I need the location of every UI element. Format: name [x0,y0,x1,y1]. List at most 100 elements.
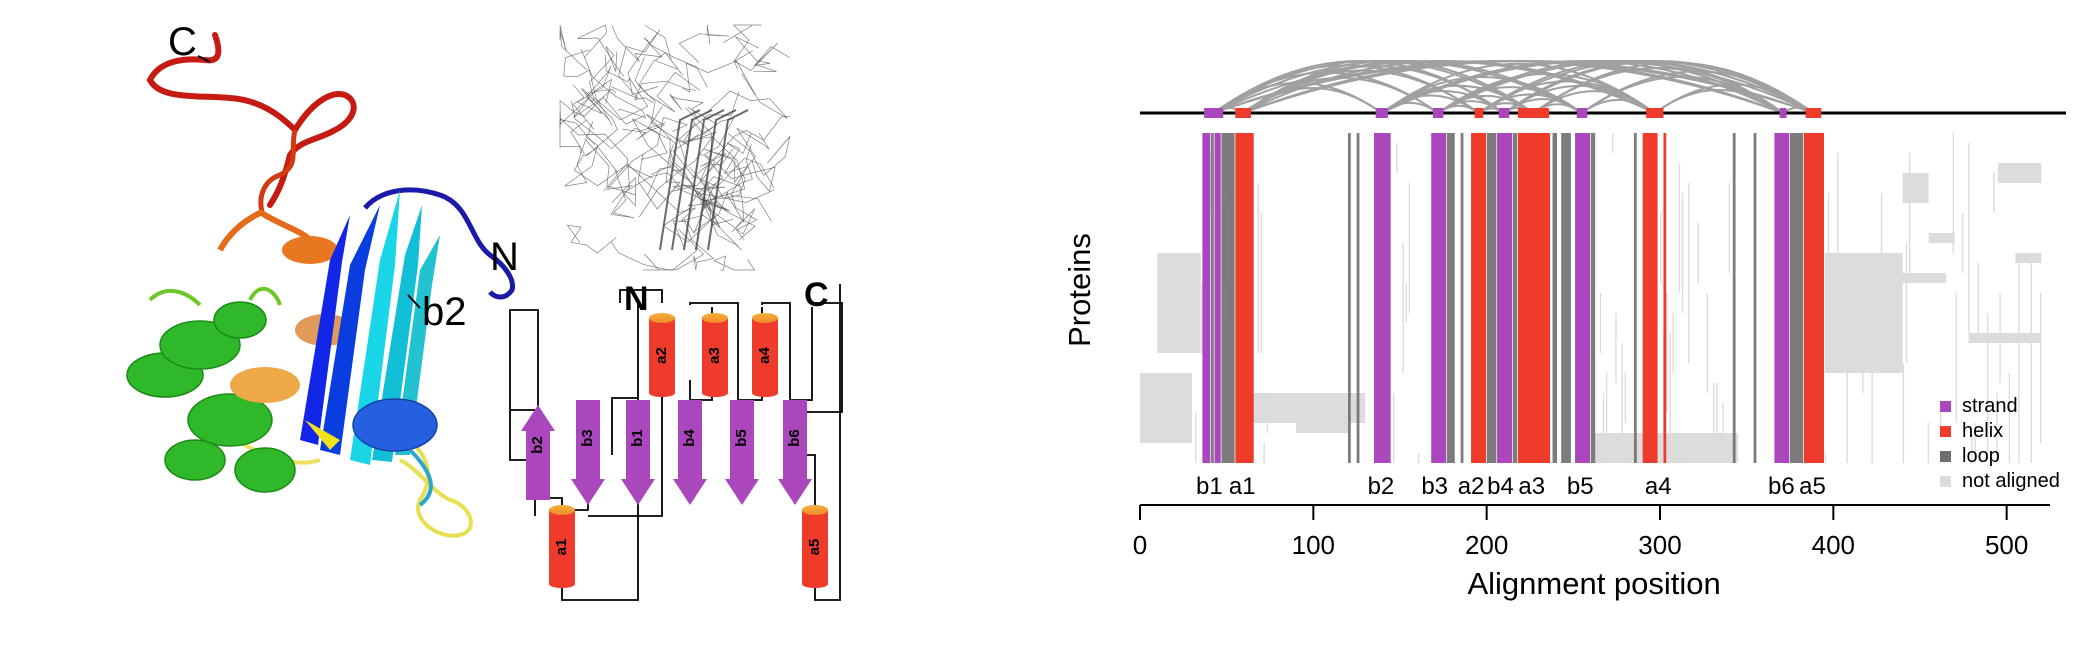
not-aligned-cell [1871,313,1873,463]
track-segment-strand [1375,108,1388,118]
contact-arc [1654,83,1814,114]
superposition-trace [639,91,740,218]
legend-label: strand [1962,395,2018,417]
superposition-trace [564,137,598,187]
superposition-trace [631,117,673,175]
not-aligned-cell [1824,453,1827,463]
not-aligned-block [1968,333,2042,343]
alignment-column-loop [1460,133,1464,463]
alignment-column-loop [1356,133,1360,463]
alignment-column-strand [1374,133,1391,463]
not-aligned-cell [1257,183,1259,353]
segment-label-b4: b4 [1487,473,1514,500]
superposition-strand-trace [671,109,713,251]
x-tick-label: 500 [1985,530,2028,560]
superposition-trace [606,116,689,190]
topology-strand-b5 [725,400,759,505]
not-aligned-block [1998,163,2042,183]
y-axis-label: Proteins [1062,233,1097,347]
yellow-loop [389,428,473,538]
segment-label-a5: a5 [1799,473,1826,500]
topology-strand-label: b6 [786,429,803,447]
topology-helix-label: a3 [706,347,723,364]
not-aligned-cell [1672,313,1674,373]
alignment-column-loop [1590,133,1596,463]
alignment-column-loop [1486,133,1497,463]
legend-swatch [1940,401,1951,412]
not-aligned-cell [1977,263,1979,333]
segment-label-a4: a4 [1645,473,1672,500]
superposition-trace [723,24,762,63]
not-aligned-cell [1681,193,1684,313]
legend-swatch [1940,451,1951,462]
not-aligned-cell [1952,133,1954,253]
superposition-trace [559,119,595,154]
not-aligned-cell [1713,383,1715,463]
superposition-trace [734,127,770,184]
segment-label-a1: a1 [1229,473,1256,500]
not-aligned-block [1616,453,1660,463]
not-aligned-cell [1624,373,1627,423]
superposition-trace [573,78,644,125]
not-aligned-block [1902,173,1929,203]
superposition-trace [690,118,735,156]
not-aligned-cell [1716,383,1718,463]
legend-label: loop [1962,445,2000,467]
alignment-column-strand [1774,133,1790,463]
not-aligned-cell [1408,183,1411,313]
alignment-columns [1202,133,1824,463]
superposition-trace [566,224,617,254]
superposition-trace [563,49,613,126]
not-aligned-cell [1605,373,1608,453]
track-segment-helix [1474,108,1484,118]
alignment-column-helix [1663,133,1667,463]
not-aligned-block [1140,373,1192,443]
topology-diagram: b2 b3 b1 b4 b5 b6 a2 a3 a4 a1 a5 N C [509,276,843,601]
not-aligned-cell [2030,253,2032,463]
not-aligned-cell [2039,293,2042,443]
superposition-trace [683,123,746,204]
legend: strand helix loop not aligned [1940,395,2060,492]
protein-ribbon-structure: C N b2 [126,20,519,538]
topology-strand-label: b4 [681,429,698,447]
topology-strand-label: b3 [579,429,596,447]
blue-helix-right [352,398,438,452]
not-aligned-cell [1996,393,1998,463]
structure-n-terminus: N [490,235,519,279]
superposition-trace [643,247,697,271]
not-aligned-cell [1393,393,1395,463]
superposition-trace [735,36,790,66]
not-aligned-cell [1908,153,1911,273]
superposition-trace [582,88,619,173]
x-tick-label: 400 [1812,530,1855,560]
alignment-column-loop [1790,133,1804,463]
green-helices [126,301,296,493]
contact-arc [1242,60,1583,114]
x-axis-label: Alignment position [1467,566,1720,601]
not-aligned-cell [1688,183,1690,363]
alignment-column-helix [1471,133,1486,463]
legend-swatch [1940,476,1951,487]
superposition-trace [644,24,684,76]
superposition-trace [584,121,636,196]
x-tick-label: 0 [1133,530,1147,560]
superposition-trace [681,60,756,95]
not-aligned-cell [1195,413,1197,463]
topology-c-terminus: C [804,276,829,314]
helix-bottom-cap [752,389,778,397]
track-segment-strand [1204,108,1224,118]
alignment-column-helix [1642,133,1658,463]
superposition-trace [683,218,715,271]
green-loop [148,286,282,307]
superposition-trace [572,65,612,130]
superposition-trace [593,54,649,121]
superposition-trace [610,229,705,271]
blue-strand-1 [300,215,350,445]
superposition-trace [669,93,705,117]
not-aligned-cell [1615,313,1617,383]
not-aligned-block [1928,233,1955,243]
topology-strand-b2 [521,405,555,500]
superposition-trace [610,29,661,99]
not-aligned-cell [1669,333,1671,463]
structure-c-terminus: C [168,20,197,64]
